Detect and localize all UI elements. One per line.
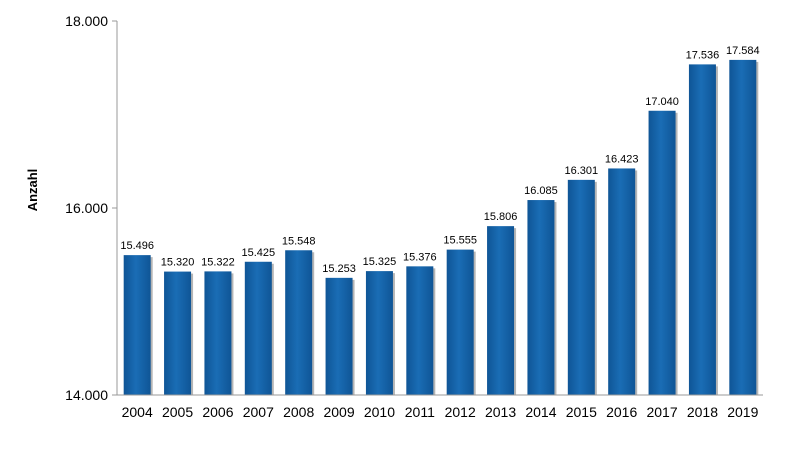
x-tick-label-2007: 2007 [243, 404, 274, 420]
bar-2006 [204, 271, 232, 395]
x-tick-label-2010: 2010 [364, 404, 395, 420]
y-tick-label: 16.000 [65, 200, 108, 216]
x-tick-label-2011: 2011 [405, 404, 435, 420]
data-label-2018: 17.536 [686, 49, 720, 61]
x-tick-label-2006: 2006 [202, 404, 233, 420]
data-labels-group: 15.496 15.320 15.322 15.425 15.548 15.253 15.3… [120, 45, 759, 275]
data-label-2008: 15.548 [282, 235, 316, 247]
bar-2005 [164, 271, 192, 395]
x-tick-label-2014: 2014 [525, 404, 556, 420]
x-tick-label-2018: 2018 [687, 404, 718, 420]
bars-group [123, 59, 759, 396]
data-label-2005: 15.320 [161, 257, 195, 269]
data-label-2013: 15.806 [484, 211, 518, 223]
bar-2011 [406, 266, 434, 395]
data-label-2006: 15.322 [201, 256, 235, 268]
x-tick-label-2015: 2015 [566, 404, 597, 420]
data-label-2010: 15.325 [363, 256, 397, 268]
data-label-2016: 16.423 [605, 153, 639, 165]
x-tick-label-2017: 2017 [646, 404, 677, 420]
x-tick-label-2005: 2005 [162, 404, 193, 420]
data-label-2011: 15.376 [403, 251, 437, 263]
y-axis-ticks: 14.000 16.000 18.000 [65, 13, 117, 403]
bar-2014 [527, 200, 555, 395]
bar-2007 [244, 261, 272, 395]
x-tick-label-2009: 2009 [323, 404, 354, 420]
data-label-2014: 16.085 [524, 185, 558, 197]
bar-2010 [365, 271, 393, 395]
x-tick-label-2019: 2019 [727, 404, 758, 420]
y-axis-title: Anzahl [25, 169, 40, 212]
bar-2013 [487, 226, 515, 395]
bar-2015 [567, 179, 595, 395]
data-label-2019: 17.584 [726, 45, 760, 57]
bar-2008 [285, 250, 313, 395]
data-label-2015: 16.301 [564, 165, 598, 177]
bar-2017 [648, 110, 676, 395]
x-tick-label-2004: 2004 [122, 404, 153, 420]
bar-2018 [688, 64, 716, 395]
data-label-2007: 15.425 [241, 247, 275, 259]
x-tick-label-2016: 2016 [606, 404, 637, 420]
data-label-2004: 15.496 [120, 240, 154, 252]
bar-2009 [325, 277, 353, 395]
x-tick-label-2012: 2012 [445, 404, 476, 420]
data-label-2012: 15.555 [443, 235, 477, 247]
y-tick-label: 14.000 [65, 387, 108, 403]
bar-2004 [123, 255, 151, 395]
data-label-2009: 15.253 [322, 263, 356, 275]
x-tick-label-2013: 2013 [485, 404, 516, 420]
bar-2012 [446, 249, 474, 395]
x-axis-ticks: 2004 2005 2006 2007 2008 2009 2010 2011 2012 2013… [122, 404, 759, 420]
x-tick-label-2008: 2008 [283, 404, 314, 420]
y-tick-label: 18.000 [65, 13, 108, 29]
bar-2016 [608, 168, 636, 395]
bar-2019 [729, 59, 757, 396]
data-label-2017: 17.040 [645, 96, 679, 108]
